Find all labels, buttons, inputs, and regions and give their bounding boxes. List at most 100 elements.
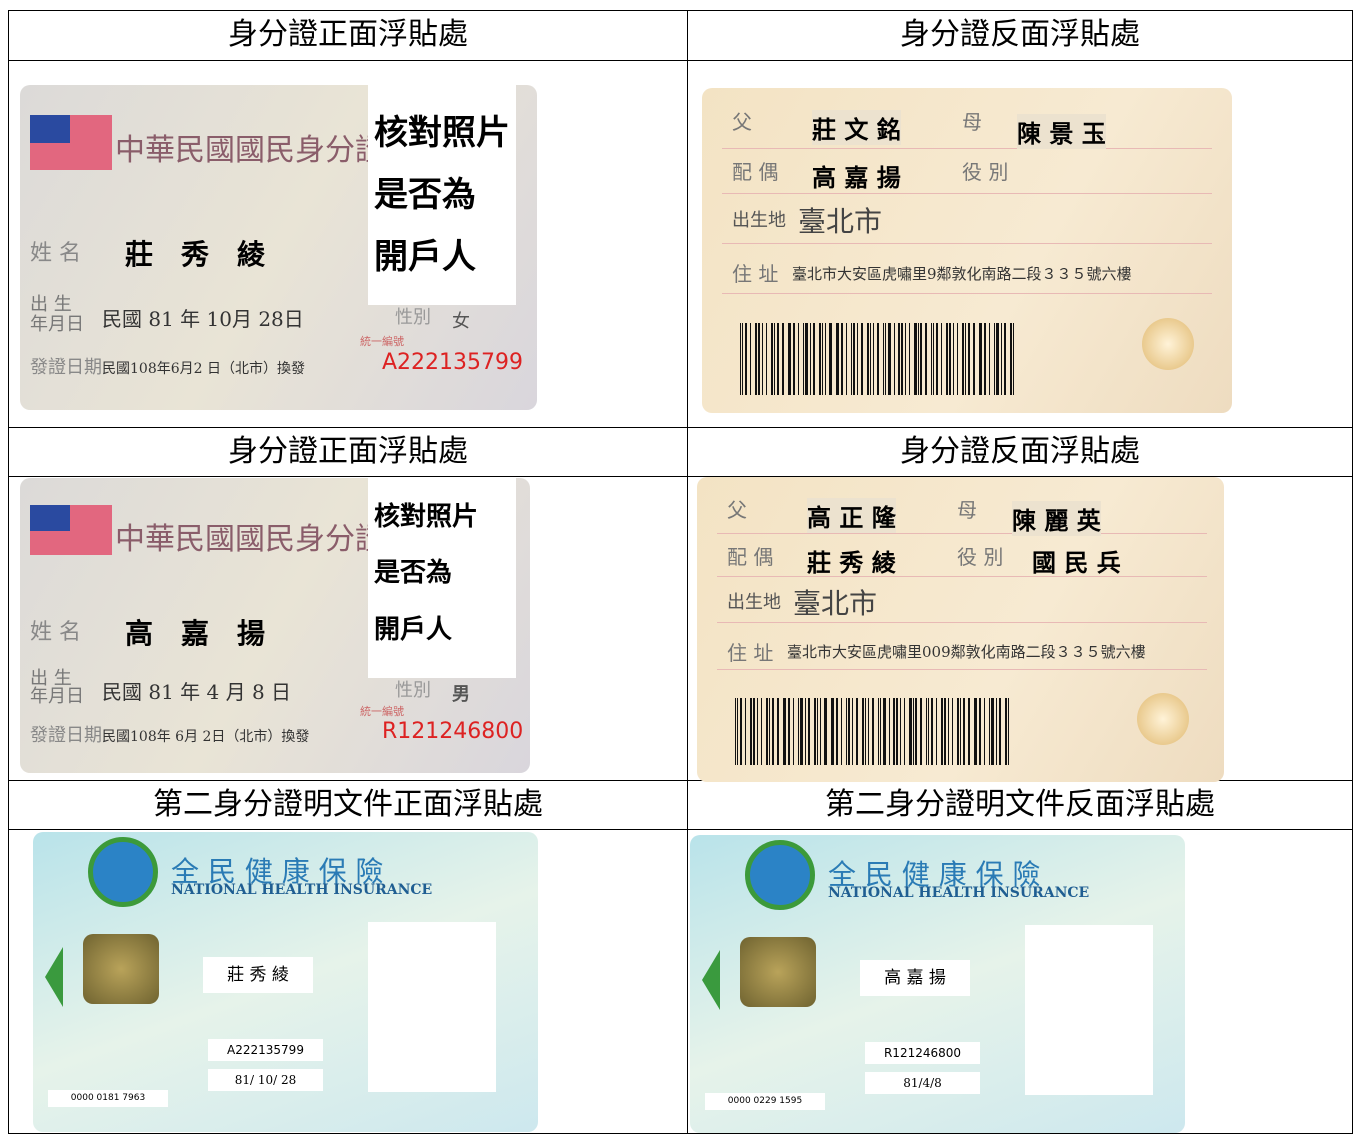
barcode-bar	[832, 697, 834, 766]
barcode-bar	[845, 323, 847, 395]
barcode-bar	[914, 323, 917, 395]
chip	[740, 937, 816, 1007]
barcode-bar	[857, 323, 859, 395]
barcode-bar	[805, 323, 808, 395]
barcode-bar	[787, 697, 791, 766]
header-text: 身分證反面浮貼處	[900, 17, 1140, 52]
barcode-bar	[884, 323, 887, 395]
barcode-bar	[909, 697, 912, 766]
barcode-bar	[988, 697, 991, 766]
barcode-bar	[991, 697, 994, 766]
id-card-back: 父 莊 文 銘 母 陳 景 玉配 偶 高 嘉 揚 役 別出生地 臺北市住 址臺北市大安區虎嘯…	[702, 88, 1232, 413]
nhi-card: 全 民 健 康 保 險 NATIONAL HEALTH INSURANCE 莊 秀 …	[33, 832, 538, 1132]
nhi-title: 全 民 健 康 保 險	[171, 855, 384, 888]
barcode-bar	[926, 697, 927, 766]
id-number: A222135799	[382, 350, 524, 375]
barcode-bar	[888, 323, 891, 395]
photo-box	[368, 922, 496, 1092]
barcode-bar	[1013, 323, 1014, 395]
rule-line	[717, 669, 1207, 671]
barcode-bar	[809, 323, 811, 395]
barcode-bar	[829, 323, 832, 395]
nhi-card: 全 民 健 康 保 險 NATIONAL HEALTH INSURANCE 高 嘉 …	[690, 835, 1185, 1133]
nhi-number: 0000 0181 7963	[48, 1090, 168, 1107]
rule-line	[717, 533, 1207, 535]
barcode-bar	[932, 323, 935, 395]
barcode-bar	[750, 323, 752, 395]
barcode-bar	[927, 697, 930, 766]
sex-label: 性別	[395, 307, 431, 328]
birth: 民國 81 年 10月 28日	[102, 307, 304, 331]
barcode-bar	[771, 323, 774, 395]
barcode-bar	[956, 323, 959, 395]
barcode-bar	[924, 323, 927, 395]
flag	[30, 115, 112, 170]
nhi-number: 0000 0229 1595	[705, 1093, 825, 1110]
barcode-bar	[893, 697, 895, 766]
name-label: 姓 名	[30, 620, 81, 646]
id-label: 統一編號	[360, 335, 404, 348]
barcode-bar	[967, 697, 970, 766]
card-title: 中華民國國民身分證	[115, 522, 385, 558]
barcode-bar	[968, 323, 970, 395]
header-cell: 身分證正面浮貼處	[8, 427, 688, 477]
barcode-bar	[745, 697, 747, 766]
barcode-bar	[931, 323, 932, 395]
spouse-label: 配 偶	[732, 160, 779, 184]
barcode-bar	[895, 697, 899, 766]
barcode-bar	[931, 697, 934, 766]
barcode-bar	[936, 323, 939, 395]
barcode-bar	[861, 323, 863, 395]
barcode-bar	[824, 323, 827, 395]
barcode-bar	[850, 323, 853, 395]
barcode-bar	[853, 323, 856, 395]
barcode-bar	[867, 697, 870, 766]
name: 高 嘉 揚	[125, 617, 266, 651]
emblem	[1142, 318, 1194, 370]
birthplace: 臺北市	[798, 205, 883, 238]
barcode-bar	[1004, 323, 1006, 395]
rule-line	[722, 293, 1212, 294]
emblem	[1137, 692, 1189, 745]
sex-label: 性別	[395, 679, 431, 701]
nhi-logo	[745, 840, 815, 910]
photo-check-box: 核對照片 是否為 開戶人	[368, 478, 516, 678]
nhi-subtitle: NATIONAL HEALTH INSURANCE	[828, 885, 1090, 901]
birthplace-label: 出生地	[732, 210, 786, 231]
nhi-logo	[88, 837, 158, 907]
barcode-bar	[941, 323, 943, 395]
barcode-bar	[760, 697, 763, 766]
barcode-bar	[745, 323, 748, 395]
barcode-bar	[787, 323, 789, 395]
photo-check-text: 開戶人	[374, 614, 453, 645]
father-label: 父	[732, 110, 752, 134]
barcode-bar	[824, 697, 827, 766]
father: 莊 文 銘	[812, 110, 901, 145]
nhi-title: 全 民 健 康 保 險	[828, 858, 1041, 891]
barcode-bar	[912, 697, 914, 766]
barcode-bar	[813, 323, 815, 395]
barcode-bar	[999, 697, 1001, 766]
barcode-bar	[808, 697, 810, 766]
birth-label: 年月日	[30, 686, 84, 708]
barcode-bar	[735, 697, 736, 766]
barcode-bar	[883, 323, 884, 395]
birth-label: 出 生	[30, 294, 72, 315]
barcode-bar	[784, 697, 786, 766]
service: 國 民 兵	[1032, 547, 1121, 577]
barcode-bar	[879, 697, 882, 766]
card-title: 中華民國國民身分證	[115, 133, 385, 168]
barcode-bar	[993, 323, 996, 395]
issue-label: 發證日期	[30, 725, 102, 747]
barcode-bar	[872, 323, 875, 395]
birth-label: 年月日	[30, 314, 84, 335]
nhi-id: R121246800	[865, 1042, 980, 1064]
card-edge-arrow	[45, 947, 63, 1007]
header-cell: 第二身分證明文件反面浮貼處	[687, 780, 1353, 830]
barcode-bar	[952, 323, 954, 395]
card-edge-arrow	[702, 950, 720, 1010]
barcode-bar	[900, 697, 901, 766]
photo-check-text: 開戶人	[374, 237, 476, 277]
mother-label: 母	[957, 497, 977, 522]
birth-label: 出 生	[30, 668, 72, 690]
